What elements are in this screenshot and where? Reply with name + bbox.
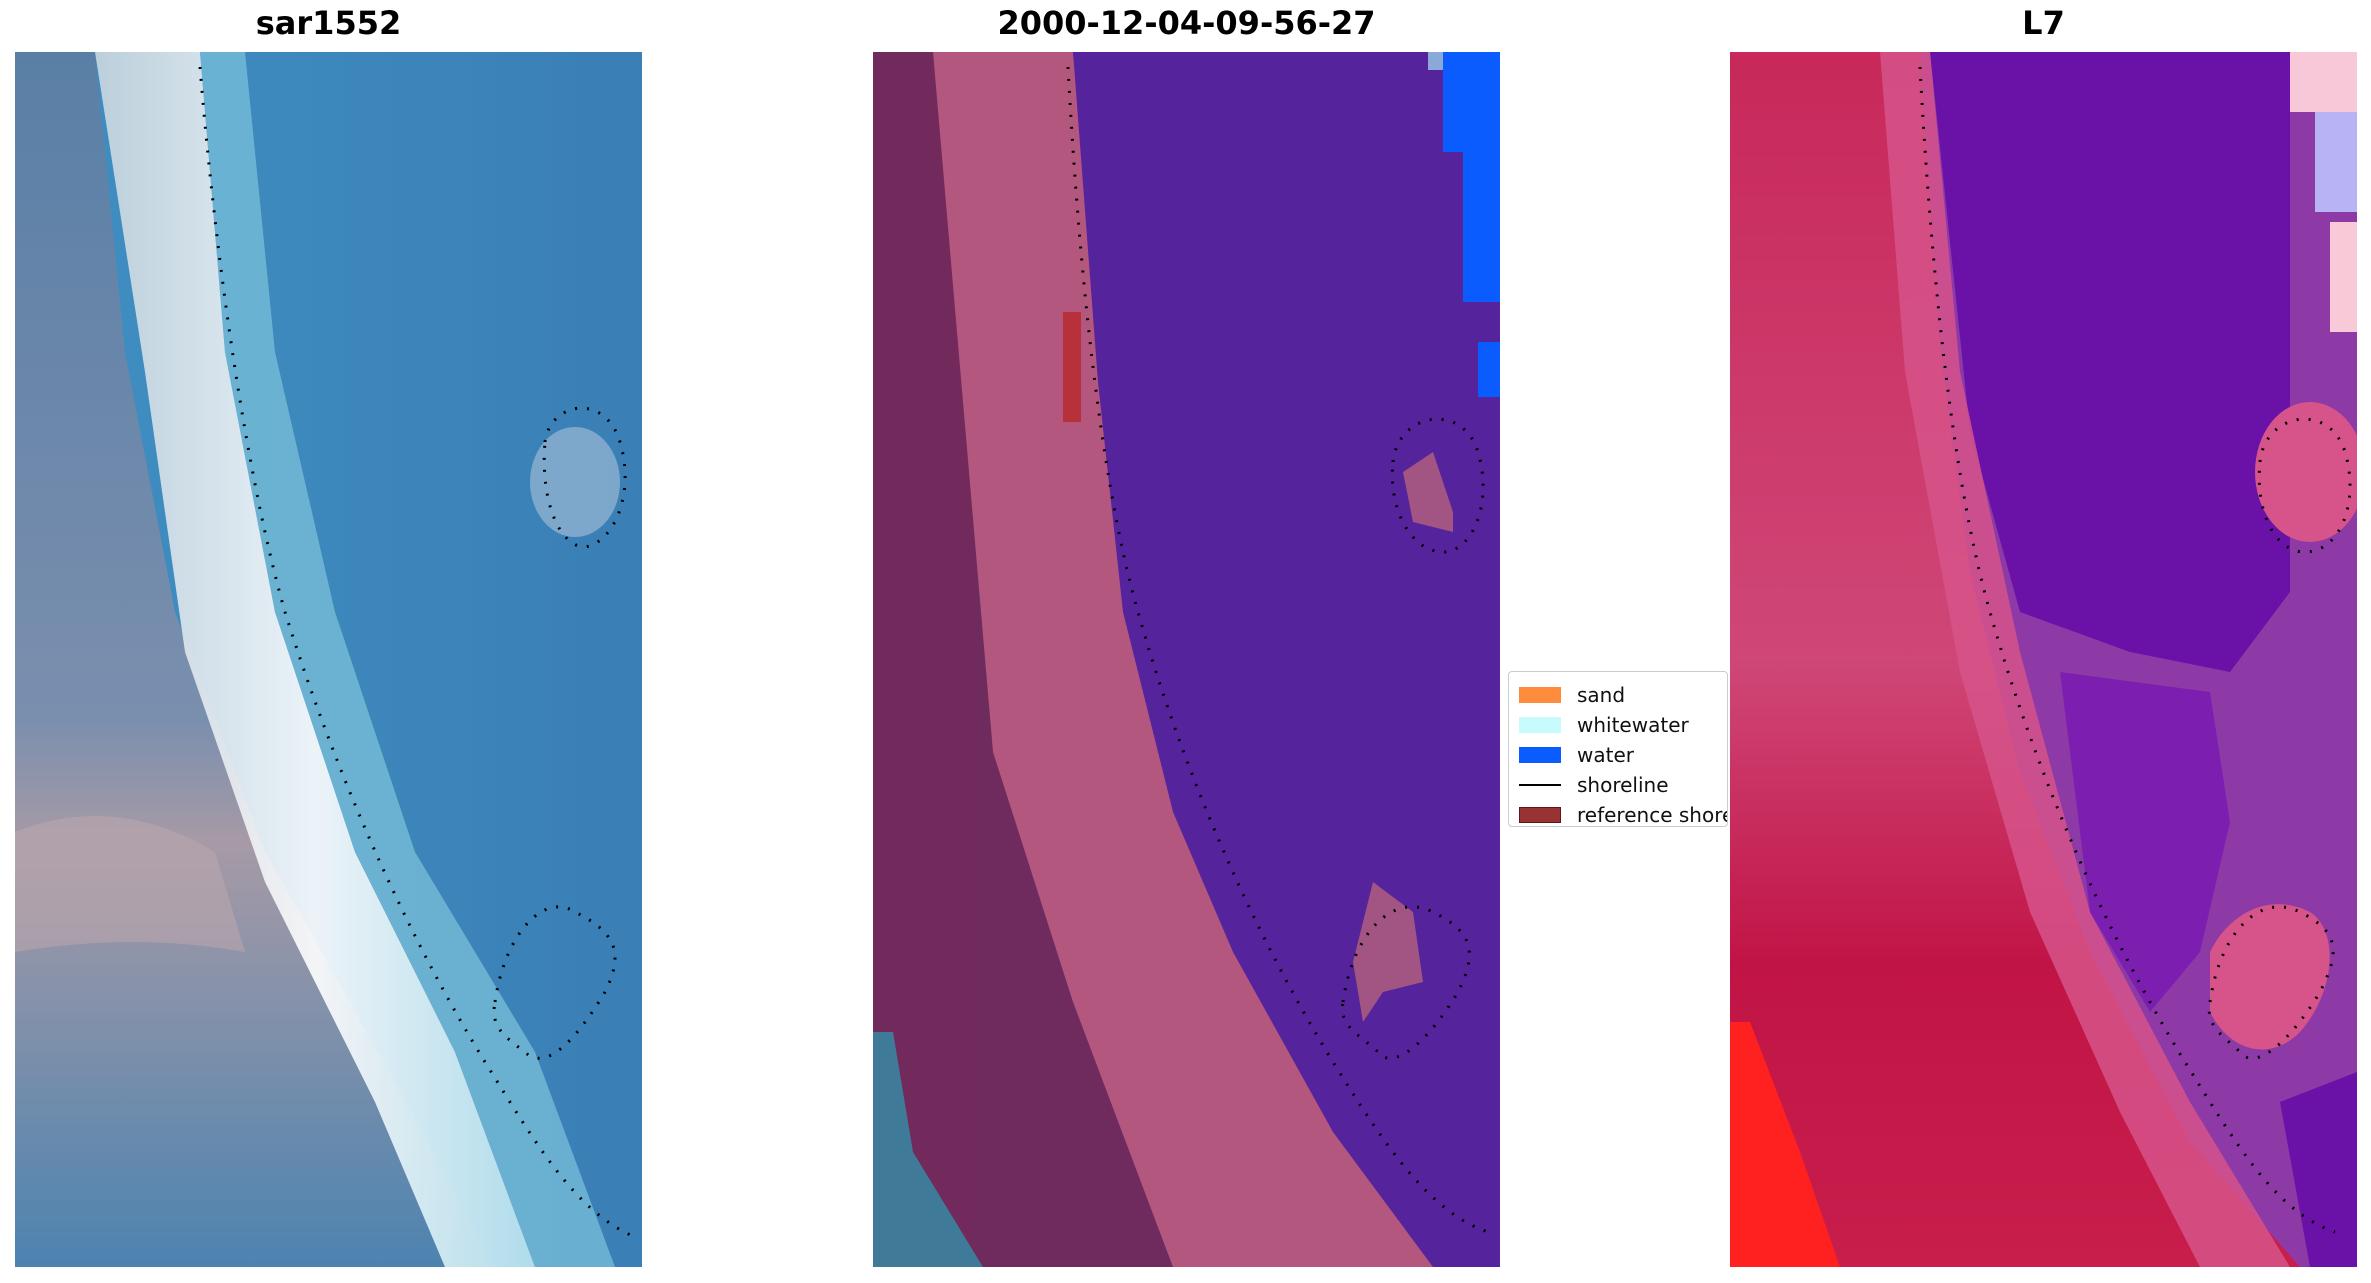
legend-label: sand [1577, 683, 1626, 707]
reference-contour-2 [492, 905, 617, 1060]
legend-item-sand: sand [1519, 680, 1717, 710]
beach-area [1880, 52, 2290, 1267]
legend-label: reference shoreline [1577, 803, 1727, 827]
rgb-image-panel [15, 52, 642, 1267]
shoreline-dots [1918, 66, 2336, 1234]
legend-item-water: water [1519, 740, 1717, 770]
reference-contour-2 [2207, 905, 2335, 1060]
l7-panel [1730, 52, 2357, 1267]
reference-contour-2 [1340, 905, 1471, 1060]
shoreline-dots [1066, 66, 1489, 1234]
beach-area [95, 52, 535, 1267]
shoreline-line-swatch [1519, 784, 1561, 786]
panel-title-l7: L7 [2022, 4, 2065, 42]
reef-patch [1403, 452, 1453, 532]
legend-label: water [1577, 743, 1634, 767]
water-patch [1443, 52, 1500, 152]
teal-corner [873, 1032, 983, 1267]
whitewater-area [200, 52, 615, 1267]
whitewater-swatch [1519, 717, 1561, 733]
classification-image [873, 52, 1500, 1267]
legend: sand whitewater water shoreline referenc… [1508, 671, 1728, 827]
reference-contour-1 [542, 406, 627, 549]
legend-item-shoreline: shoreline [1519, 770, 1717, 800]
land-area [15, 52, 495, 1267]
l7-image [1730, 52, 2357, 1267]
reef-patch [2255, 402, 2357, 542]
red-corner [1730, 1022, 1840, 1267]
legend-item-reference-shoreline: reference shoreline [1519, 800, 1727, 826]
legend-label: whitewater [1577, 713, 1689, 737]
sand-swatch [1519, 687, 1561, 703]
classification-panel [873, 52, 1500, 1267]
panel-title-classification: 2000-12-04-09-56-27 [997, 4, 1376, 42]
reference-shoreline-swatch [1519, 807, 1561, 823]
reference-patch [1063, 312, 1081, 422]
deep-water-area [1930, 52, 2290, 672]
water-swatch [1519, 747, 1561, 763]
pinkish-land-patch [15, 816, 245, 952]
panel-title-rgb: sar1552 [255, 4, 402, 42]
legend-label: shoreline [1577, 773, 1669, 797]
rgb-image [15, 52, 642, 1267]
reef-patch [530, 427, 620, 537]
legend-item-whitewater: whitewater [1519, 710, 1717, 740]
